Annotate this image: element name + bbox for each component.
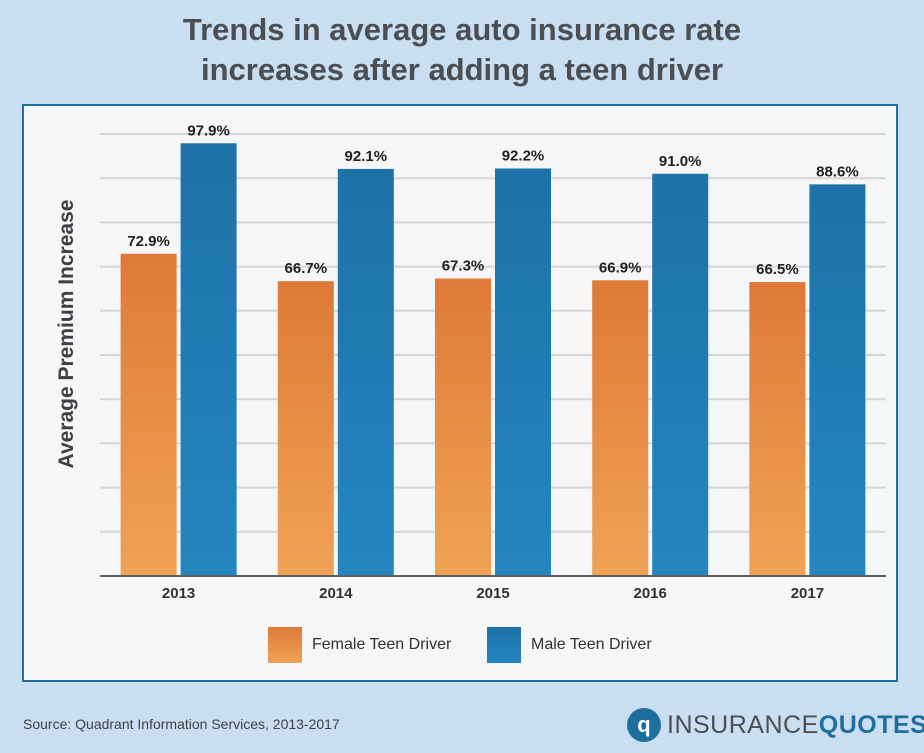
legend-label-female: Female Teen Driver xyxy=(312,636,452,653)
insurancequotes-logo: q INSURANCE QUOTES xyxy=(627,705,924,745)
data-label: 67.3% xyxy=(442,258,485,275)
chart-title: Trends in average auto insurance rate in… xyxy=(0,10,924,90)
data-label: 92.2% xyxy=(502,147,545,164)
bar-female xyxy=(120,253,177,577)
data-label: 88.6% xyxy=(816,163,859,180)
iq-circle-icon: q xyxy=(627,708,661,742)
bar-female xyxy=(749,282,806,576)
legend-label-male: Male Teen Driver xyxy=(531,636,652,653)
data-label: 91.0% xyxy=(659,153,702,170)
bar-male xyxy=(180,143,237,577)
x-tick-label: 2014 xyxy=(319,585,353,602)
x-tick-label: 2015 xyxy=(476,585,509,602)
bar-chart: 72.9% 97.9% 2013 66.7% 92.1% 2014 67.3% 92.2% 20… xyxy=(100,122,886,602)
bar-female xyxy=(277,281,334,576)
legend-swatch-male xyxy=(487,627,521,663)
bar-female xyxy=(592,280,649,576)
data-label: 92.1% xyxy=(345,148,388,165)
chart-title-line-2: increases after adding a teen driver xyxy=(200,52,724,87)
legend-item-male: Male Teen Driver xyxy=(487,627,652,663)
x-tick-label: 2016 xyxy=(634,585,667,602)
logo-text-quotes: QUOTES xyxy=(818,710,924,739)
x-tick-label: 2013 xyxy=(162,585,195,602)
source-note: Source: Quadrant Information Services, 2… xyxy=(23,716,340,732)
data-label: 66.5% xyxy=(756,261,799,278)
bar-male xyxy=(337,168,394,576)
bar-male xyxy=(809,184,866,576)
data-label: 97.9% xyxy=(187,122,230,139)
legend-item-female: Female Teen Driver xyxy=(268,627,451,663)
bar-female xyxy=(435,278,491,576)
data-label: 72.9% xyxy=(127,233,170,250)
legend-swatch-female xyxy=(268,627,302,663)
data-label: 66.9% xyxy=(599,259,642,276)
bar-male xyxy=(652,173,709,576)
bar-male xyxy=(495,168,551,576)
x-tick-label: 2017 xyxy=(791,585,824,602)
chart-title-line-1: Trends in average auto insurance rate xyxy=(182,12,742,47)
logo-text-insurance: INSURANCE xyxy=(667,710,819,739)
data-label: 66.7% xyxy=(285,260,328,277)
y-axis-label: Average Premium Increase xyxy=(55,199,78,469)
